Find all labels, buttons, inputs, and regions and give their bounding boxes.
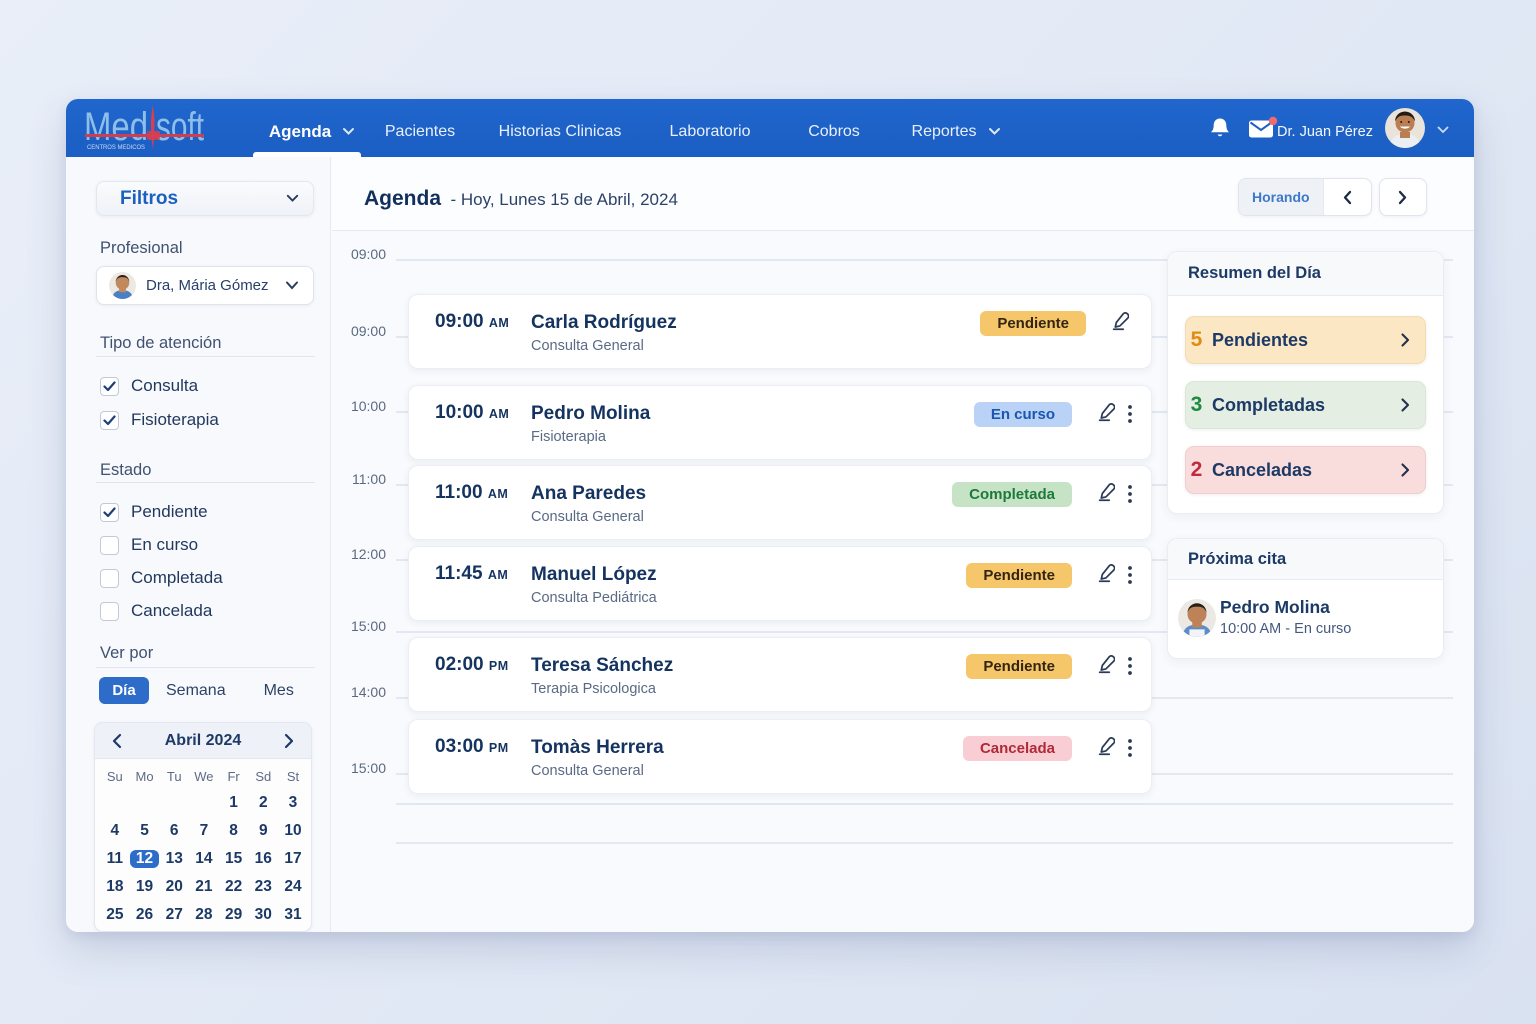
- svg-text:soft: soft: [156, 105, 204, 149]
- svg-text:Med: Med: [84, 105, 148, 149]
- svg-text:CENTROS MEDICOS: CENTROS MEDICOS: [87, 144, 145, 151]
